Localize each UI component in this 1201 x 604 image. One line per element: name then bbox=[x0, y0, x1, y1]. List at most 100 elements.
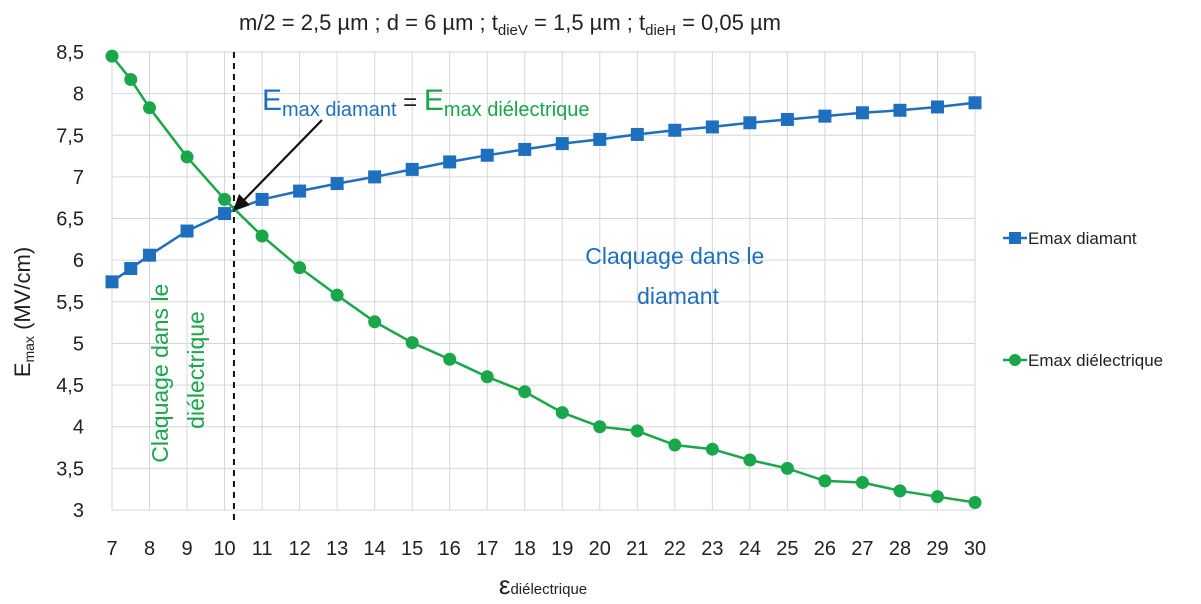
annotation-arrowhead bbox=[233, 194, 250, 211]
data-point-circle bbox=[855, 476, 869, 490]
x-tick-label: 21 bbox=[626, 538, 648, 560]
data-point-circle bbox=[930, 490, 944, 504]
legend-label: Emax diélectrique bbox=[1028, 351, 1163, 370]
data-point-circle bbox=[124, 72, 138, 86]
legend-label: Emax diamant bbox=[1028, 229, 1137, 248]
claquage-diamant-line2: diamant bbox=[637, 283, 719, 309]
x-tick-label: 9 bbox=[181, 538, 192, 560]
series-layer bbox=[105, 49, 982, 510]
y-tick-label: 4 bbox=[73, 417, 84, 439]
x-tick-label: 22 bbox=[664, 538, 686, 560]
data-point-square bbox=[555, 137, 569, 151]
x-axis-label: εdiélectrique bbox=[499, 570, 587, 600]
title-subscript: dieV bbox=[498, 22, 528, 39]
data-point-square bbox=[180, 224, 194, 238]
y-tick-label: 8,5 bbox=[56, 42, 84, 64]
eq-left-sub: max diamant bbox=[282, 99, 397, 121]
legend-marker-square bbox=[1009, 232, 1021, 244]
data-point-square bbox=[818, 109, 832, 123]
data-point-circle bbox=[818, 474, 832, 488]
data-point-circle bbox=[893, 484, 907, 498]
data-point-circle bbox=[518, 385, 532, 399]
data-point-circle bbox=[405, 336, 419, 350]
series-emax-dielectrique bbox=[105, 49, 982, 510]
y-tick-label: 7 bbox=[73, 167, 84, 189]
data-point-square bbox=[930, 100, 944, 114]
series-line bbox=[111, 55, 976, 504]
claquage-dielectrique-line1: Claquage dans le bbox=[147, 284, 173, 463]
x-tick-label: 18 bbox=[514, 538, 536, 560]
data-point-circle bbox=[293, 261, 307, 275]
claquage-diamant-line1: Claquage dans le bbox=[585, 243, 764, 269]
x-tick-label: 30 bbox=[964, 538, 986, 560]
x-tick-label: 17 bbox=[476, 538, 498, 560]
x-tick-label: 20 bbox=[589, 538, 611, 560]
x-tick-label: 7 bbox=[106, 538, 117, 560]
x-tick-label: 25 bbox=[776, 538, 798, 560]
x-tick-label: 19 bbox=[551, 538, 573, 560]
data-point-square bbox=[293, 184, 307, 198]
y-tick-label: 6,5 bbox=[56, 209, 84, 231]
data-point-square bbox=[105, 275, 119, 289]
data-point-circle bbox=[743, 453, 757, 467]
xlabel-sub: diélectrique bbox=[510, 581, 587, 598]
chart-title: m/2 = 2,5 µm ; d = 6 µm ; tdieV = 1,5 µm… bbox=[239, 10, 781, 39]
data-point-square bbox=[143, 248, 157, 262]
data-point-square bbox=[218, 207, 232, 221]
eq-left-main: E bbox=[262, 84, 282, 117]
data-point-square bbox=[893, 103, 907, 117]
equality-annotation: Emax diamant = Emax diélectrique bbox=[262, 84, 590, 121]
x-tick-label: 14 bbox=[364, 538, 386, 560]
claquage-diamant-label: Claquage dans le diamant bbox=[585, 243, 770, 309]
data-point-circle bbox=[705, 442, 719, 456]
claquage-dielectrique-line2: diélectrique bbox=[183, 311, 209, 429]
y-axis-label: Emax (MV/cm) bbox=[10, 247, 37, 377]
data-point-square bbox=[443, 155, 457, 169]
data-point-square bbox=[968, 96, 982, 110]
data-point-square bbox=[780, 112, 794, 126]
title-part: m/2 = 2,5 µm ; d = 6 µm ; t bbox=[239, 10, 498, 35]
data-point-circle bbox=[255, 229, 269, 243]
data-point-circle bbox=[105, 49, 119, 63]
series-emax-diamant bbox=[105, 96, 982, 289]
legend: Emax diamant Emax diélectrique bbox=[1003, 229, 1163, 370]
title-part: = 0,05 µm bbox=[676, 10, 781, 35]
x-tick-label: 28 bbox=[889, 538, 911, 560]
y-tick-label: 8 bbox=[73, 84, 84, 106]
x-tick-label: 13 bbox=[326, 538, 348, 560]
eq-sign: = bbox=[397, 89, 424, 116]
y-tick-label: 7,5 bbox=[56, 125, 84, 147]
y-tick-label: 5,5 bbox=[56, 292, 84, 314]
data-point-square bbox=[668, 123, 682, 137]
data-point-square bbox=[124, 262, 138, 276]
title-subscript: dieH bbox=[645, 22, 676, 39]
data-point-square bbox=[855, 106, 869, 120]
x-tick-label: 15 bbox=[401, 538, 423, 560]
data-point-square bbox=[743, 116, 757, 130]
series-line bbox=[111, 101, 976, 283]
x-tick-label: 23 bbox=[701, 538, 723, 560]
ylabel-main: E bbox=[10, 362, 35, 377]
y-tick-label: 3,5 bbox=[56, 458, 84, 480]
data-point-square bbox=[593, 132, 607, 146]
x-tick-label: 16 bbox=[439, 538, 461, 560]
data-point-circle bbox=[555, 406, 569, 420]
x-tick-label: 26 bbox=[814, 538, 836, 560]
data-point-circle bbox=[330, 288, 344, 302]
data-point-square bbox=[405, 162, 419, 176]
data-point-circle bbox=[480, 370, 494, 384]
ylabel-sub: max bbox=[21, 336, 37, 362]
x-tick-labels: 7 8 9 10 11 12 13 14 15 16 17 18 19 20 21 22 23 24 25 26 27 2… bbox=[106, 538, 986, 560]
ylabel-rest: (MV/cm) bbox=[10, 247, 35, 336]
data-point-circle bbox=[668, 438, 682, 452]
data-point-circle bbox=[218, 192, 232, 206]
legend-marker-circle bbox=[1009, 354, 1021, 366]
data-point-square bbox=[705, 120, 719, 134]
data-point-square bbox=[630, 127, 644, 141]
x-tick-label: 8 bbox=[144, 538, 155, 560]
x-tick-label: 29 bbox=[926, 538, 948, 560]
data-point-circle bbox=[368, 315, 382, 329]
x-tick-label: 10 bbox=[213, 538, 235, 560]
eq-right-sub: max diélectrique bbox=[444, 99, 590, 121]
